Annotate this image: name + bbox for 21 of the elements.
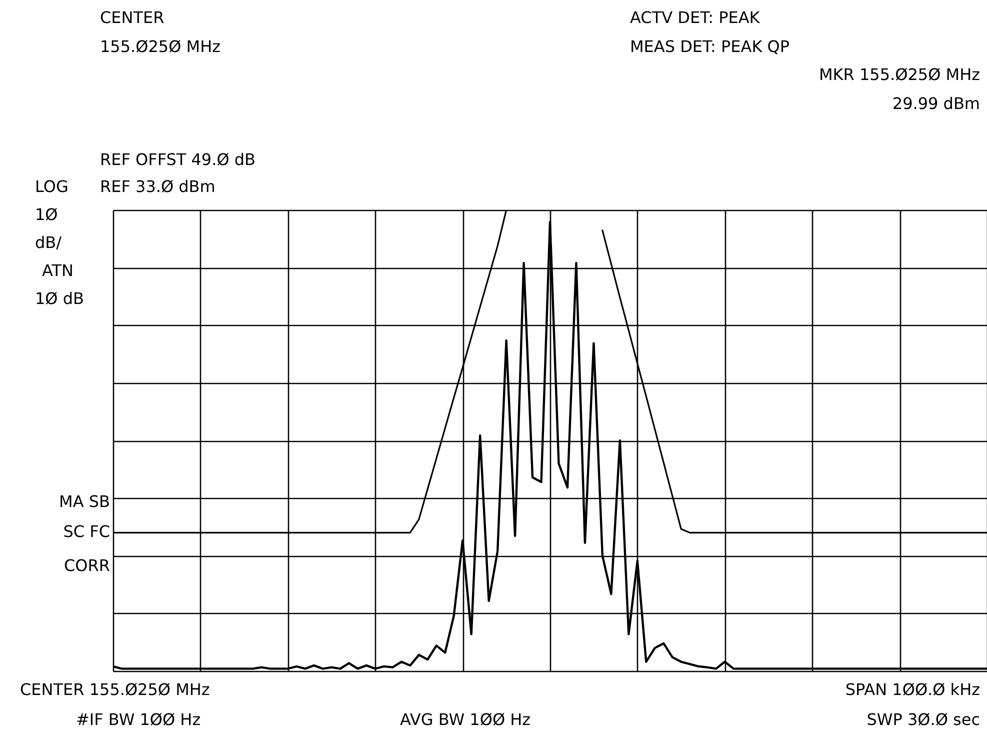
text: ATN (42, 261, 74, 280)
text: 155.Ø25Ø MHz (100, 37, 220, 56)
text: dB/ (35, 233, 62, 252)
text: MKR 155.Ø25Ø MHz (819, 65, 980, 84)
text: 1Ø (35, 205, 58, 224)
text: SWP 3Ø.Ø sec (866, 710, 980, 729)
text: MEAS DET: PEAK QP (630, 37, 790, 56)
text: LOG (35, 177, 68, 196)
text: 1Ø dB (35, 289, 84, 308)
text: MA SB (59, 492, 110, 511)
text: REF 33.Ø dBm (100, 177, 216, 196)
text: CENTER (100, 8, 164, 27)
text: SC FC (63, 522, 110, 541)
text: CENTER 155.Ø25Ø MHz (20, 680, 210, 699)
text: #IF BW 1ØØ Hz (76, 710, 201, 729)
text: SPAN 1ØØ.Ø kHz (845, 680, 980, 699)
text: REF OFFST 49.Ø dB (100, 150, 256, 169)
text: ACTV DET: PEAK (630, 8, 760, 27)
text: CORR (64, 556, 110, 575)
text: AVG BW 1ØØ Hz (400, 710, 531, 729)
text: 29.99 dBm (892, 94, 980, 113)
